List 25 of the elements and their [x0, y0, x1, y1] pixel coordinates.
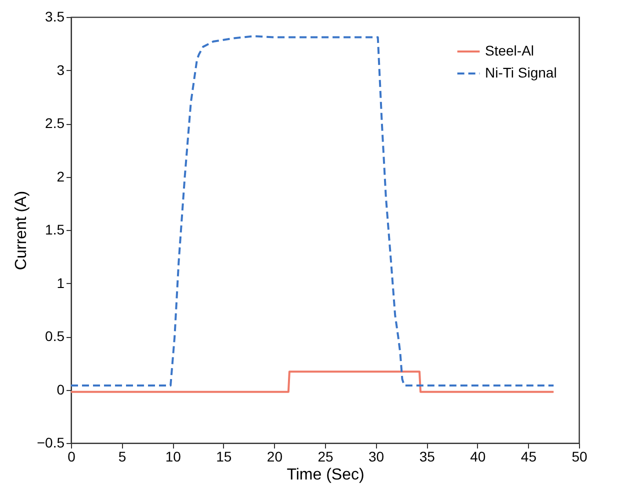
x-tick-label: 50	[572, 448, 588, 464]
y-axis-title: Current (A)	[12, 190, 30, 270]
y-tick-label: 1.5	[45, 222, 65, 238]
y-tick-label: −0.5	[36, 434, 65, 450]
x-tick-label: 0	[68, 448, 76, 464]
legend-label: Ni-Ti Signal	[485, 64, 557, 80]
x-tick-label: 20	[266, 448, 283, 464]
x-tick-label: 30	[368, 448, 384, 464]
y-tick-label: 0	[56, 381, 65, 398]
y-tick-label: 0.5	[45, 328, 65, 344]
x-tick-label: 40	[470, 448, 486, 464]
y-tick-label: 3.5	[45, 8, 65, 24]
x-tick-label: 35	[419, 448, 436, 464]
line-series	[70, 35, 555, 386]
x-tick-label: 5	[118, 448, 126, 464]
x-tick-label: 25	[318, 448, 334, 464]
y-tick-label: 1	[56, 274, 65, 291]
x-axis-title: Time (Sec)	[286, 466, 364, 484]
x-tick-label: 15	[216, 448, 232, 464]
y-tick-label: 2.5	[45, 115, 65, 131]
y-tick-label: 3	[56, 62, 65, 78]
y-tick-label: 2	[56, 168, 65, 184]
x-tick-label: 45	[520, 448, 537, 464]
x-tick-label: 10	[165, 448, 182, 464]
legend-label: Steel-Al	[485, 42, 534, 58]
